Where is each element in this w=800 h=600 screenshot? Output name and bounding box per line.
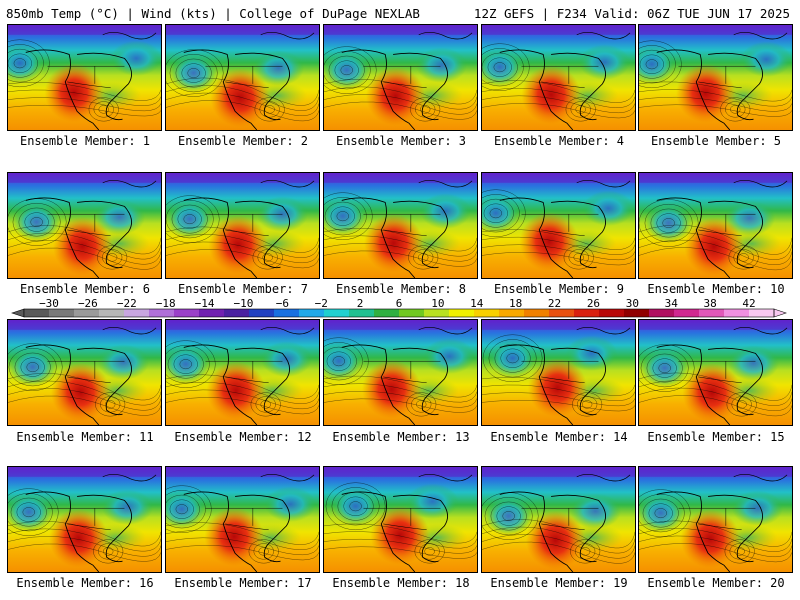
- colorbar-swatch: [74, 309, 100, 317]
- member-caption-16: Ensemble Member: 16: [16, 576, 154, 590]
- colorbar-swatch: [674, 309, 700, 317]
- colorbar-tick-label: 30: [626, 297, 639, 310]
- colorbar-swatch: [499, 309, 525, 317]
- ensemble-map-10: [638, 172, 793, 279]
- colorbar-swatch: [424, 309, 450, 317]
- colorbar-swatch: [549, 309, 575, 317]
- ensemble-map-17: [165, 466, 320, 573]
- colorbar-frame: [23, 308, 775, 318]
- colorbar-tick-label: −30: [39, 297, 59, 310]
- member-caption-20: Ensemble Member: 20: [647, 576, 785, 590]
- member-caption-5: Ensemble Member: 5: [650, 134, 782, 148]
- colorbar-swatch: [349, 309, 375, 317]
- colorbar-tick-label: 26: [587, 297, 600, 310]
- member-caption-4: Ensemble Member: 4: [493, 134, 625, 148]
- ensemble-map-1: [7, 24, 162, 131]
- colorbar-tick-label: 18: [509, 297, 522, 310]
- colorbar-tick-label: 38: [703, 297, 716, 310]
- colorbar-swatch: [399, 309, 425, 317]
- colorbar-tick-label: 10: [431, 297, 444, 310]
- member-caption-8: Ensemble Member: 8: [335, 282, 467, 296]
- colorbar-tick-label: −22: [117, 297, 137, 310]
- colorbar-tick-label: 22: [548, 297, 561, 310]
- colorbar-swatch: [274, 309, 300, 317]
- member-caption-10: Ensemble Member: 10: [647, 282, 785, 296]
- ensemble-map-16: [7, 466, 162, 573]
- ensemble-map-20: [638, 466, 793, 573]
- member-caption-14: Ensemble Member: 14: [490, 430, 628, 444]
- colorbar-swatch: [624, 309, 650, 317]
- colorbar-tick-label: −14: [195, 297, 215, 310]
- member-caption-12: Ensemble Member: 12: [174, 430, 312, 444]
- colorbar-swatch: [724, 309, 750, 317]
- colorbar-swatch: [124, 309, 150, 317]
- member-caption-6: Ensemble Member: 6: [19, 282, 151, 296]
- colorbar-tick-label: −2: [315, 297, 328, 310]
- member-caption-1: Ensemble Member: 1: [19, 134, 151, 148]
- temperature-colorbar: −30 −26 −22 −18 −14 −10 −6 −2 2 6 10 14 18 22 26 30 34 38…: [0, 297, 800, 321]
- colorbar-left-arrow: [11, 308, 25, 318]
- member-caption-17: Ensemble Member: 17: [174, 576, 312, 590]
- colorbar-tick-label: −6: [276, 297, 289, 310]
- colorbar-swatch: [524, 309, 550, 317]
- colorbar-swatch: [99, 309, 125, 317]
- colorbar-right-arrow: [773, 308, 787, 318]
- colorbar-swatch: [199, 309, 225, 317]
- chart-title: 850mb Temp (°C) | Wind (kts) | College o…: [6, 6, 420, 21]
- colorbar-swatch: [149, 309, 175, 317]
- ensemble-map-4: [481, 24, 636, 131]
- ensemble-map-19: [481, 466, 636, 573]
- member-caption-9: Ensemble Member: 9: [493, 282, 625, 296]
- member-caption-18: Ensemble Member: 18: [332, 576, 470, 590]
- colorbar-swatch: [599, 309, 625, 317]
- colorbar-swatch: [649, 309, 675, 317]
- colorbar-tick-label: −18: [156, 297, 176, 310]
- member-caption-3: Ensemble Member: 3: [335, 134, 467, 148]
- ensemble-map-11: [7, 319, 162, 426]
- colorbar-swatch: [324, 309, 350, 317]
- ensemble-map-6: [7, 172, 162, 279]
- colorbar-swatch: [24, 309, 50, 317]
- colorbar-swatch: [49, 309, 75, 317]
- member-caption-19: Ensemble Member: 19: [490, 576, 628, 590]
- colorbar-tick-label: −10: [234, 297, 254, 310]
- colorbar-tick-label: 2: [357, 297, 364, 310]
- ensemble-map-15: [638, 319, 793, 426]
- ensemble-map-12: [165, 319, 320, 426]
- member-caption-13: Ensemble Member: 13: [332, 430, 470, 444]
- colorbar-swatch: [749, 309, 775, 317]
- colorbar-swatch: [449, 309, 475, 317]
- colorbar-swatch: [299, 309, 325, 317]
- colorbar-swatch: [374, 309, 400, 317]
- ensemble-map-8: [323, 172, 478, 279]
- member-caption-15: Ensemble Member: 15: [647, 430, 785, 444]
- ensemble-map-14: [481, 319, 636, 426]
- colorbar-swatch: [699, 309, 725, 317]
- member-caption-11: Ensemble Member: 11: [16, 430, 154, 444]
- member-caption-2: Ensemble Member: 2: [177, 134, 309, 148]
- colorbar-tick-label: −26: [78, 297, 98, 310]
- colorbar-swatch: [474, 309, 500, 317]
- ensemble-map-7: [165, 172, 320, 279]
- colorbar-tick-label: 34: [665, 297, 679, 310]
- colorbar-tick-label: 6: [396, 297, 403, 310]
- ensemble-map-2: [165, 24, 320, 131]
- ensemble-map-13: [323, 319, 478, 426]
- ensemble-map-5: [638, 24, 793, 131]
- colorbar-swatch: [574, 309, 600, 317]
- ensemble-map-3: [323, 24, 478, 131]
- model-run-info: 12Z GEFS | F234 Valid: 06Z TUE JUN 17 20…: [473, 6, 790, 21]
- colorbar-swatch: [174, 309, 200, 317]
- ensemble-map-9: [481, 172, 636, 279]
- colorbar-swatch: [249, 309, 275, 317]
- ensemble-map-18: [323, 466, 478, 573]
- colorbar-tick-label: 14: [470, 297, 484, 310]
- member-caption-7: Ensemble Member: 7: [177, 282, 309, 296]
- colorbar-swatch: [224, 309, 250, 317]
- colorbar-tick-label: 42: [742, 297, 755, 310]
